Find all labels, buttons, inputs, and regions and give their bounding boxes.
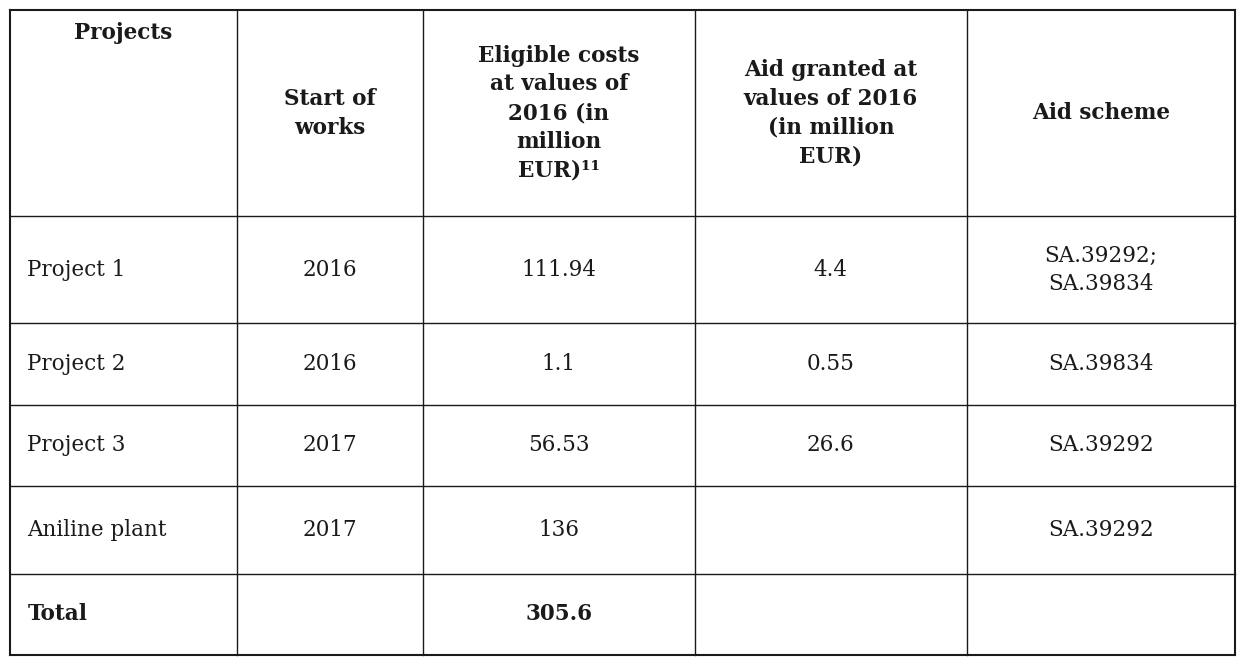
Text: 111.94: 111.94 (522, 259, 596, 281)
Text: SA.39292;
SA.39834: SA.39292; SA.39834 (1045, 245, 1158, 295)
Text: 2017: 2017 (303, 519, 357, 541)
Text: 26.6: 26.6 (807, 434, 854, 456)
Text: Project 1: Project 1 (27, 259, 126, 281)
Text: Total: Total (27, 603, 87, 626)
Text: Start of
works: Start of works (284, 88, 376, 138)
Text: Aid granted at
values of 2016
(in million
EUR): Aid granted at values of 2016 (in millio… (743, 59, 918, 168)
Text: 4.4: 4.4 (814, 259, 848, 281)
Text: SA.39834: SA.39834 (1048, 353, 1154, 375)
Text: 2017: 2017 (303, 434, 357, 456)
Text: Eligible costs
at values of
2016 (in
million
EUR)¹¹: Eligible costs at values of 2016 (in mil… (478, 45, 640, 182)
Text: 2016: 2016 (303, 259, 357, 281)
Text: Project 3: Project 3 (27, 434, 126, 456)
Text: 2016: 2016 (303, 353, 357, 375)
Text: SA.39292: SA.39292 (1048, 519, 1154, 541)
Text: Projects: Projects (75, 22, 172, 44)
Text: 1.1: 1.1 (542, 353, 575, 375)
Text: SA.39292: SA.39292 (1048, 434, 1154, 456)
Text: 0.55: 0.55 (807, 353, 855, 375)
Text: Aniline plant: Aniline plant (27, 519, 167, 541)
Text: 305.6: 305.6 (525, 603, 593, 626)
Text: 56.53: 56.53 (528, 434, 590, 456)
Text: 136: 136 (538, 519, 579, 541)
Text: Project 2: Project 2 (27, 353, 126, 375)
Text: Aid scheme: Aid scheme (1032, 102, 1170, 124)
